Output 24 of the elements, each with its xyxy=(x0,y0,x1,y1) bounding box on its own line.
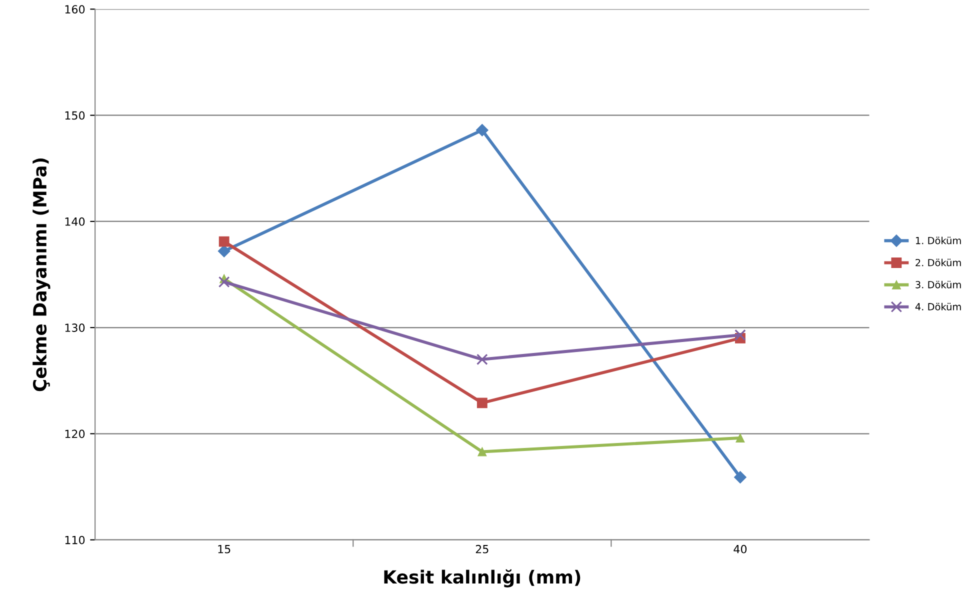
x-tick-label: 25 xyxy=(476,544,488,554)
y-tick-label: 150 xyxy=(65,111,85,120)
y-tick-label: 130 xyxy=(65,324,85,332)
x-axis-title: Kesit kalınlığı (mm) xyxy=(384,569,580,588)
point xyxy=(736,433,745,442)
point xyxy=(218,236,230,247)
legend-label: 1. Döküm xyxy=(916,236,961,244)
x-tick-label: 40 xyxy=(734,544,747,554)
y-tick-label: 120 xyxy=(65,430,85,438)
x-tick-label: 15 xyxy=(218,545,230,554)
legend-label: 4. Döküm xyxy=(915,302,961,310)
y-tick-label: 160 xyxy=(65,5,85,14)
y-tick-label: 140 xyxy=(65,217,85,226)
point xyxy=(476,124,488,136)
y-tick-label: 110 xyxy=(65,536,85,544)
point xyxy=(476,398,488,408)
y-axis-title: Çekme Dayanımı (MPa) xyxy=(32,158,50,392)
legend-label: 3. Döküm xyxy=(916,280,961,288)
legend-label: 2. Döküm xyxy=(916,258,961,266)
point xyxy=(218,276,230,288)
point xyxy=(478,447,487,456)
point xyxy=(476,354,488,366)
point xyxy=(734,470,746,484)
point xyxy=(734,329,746,341)
